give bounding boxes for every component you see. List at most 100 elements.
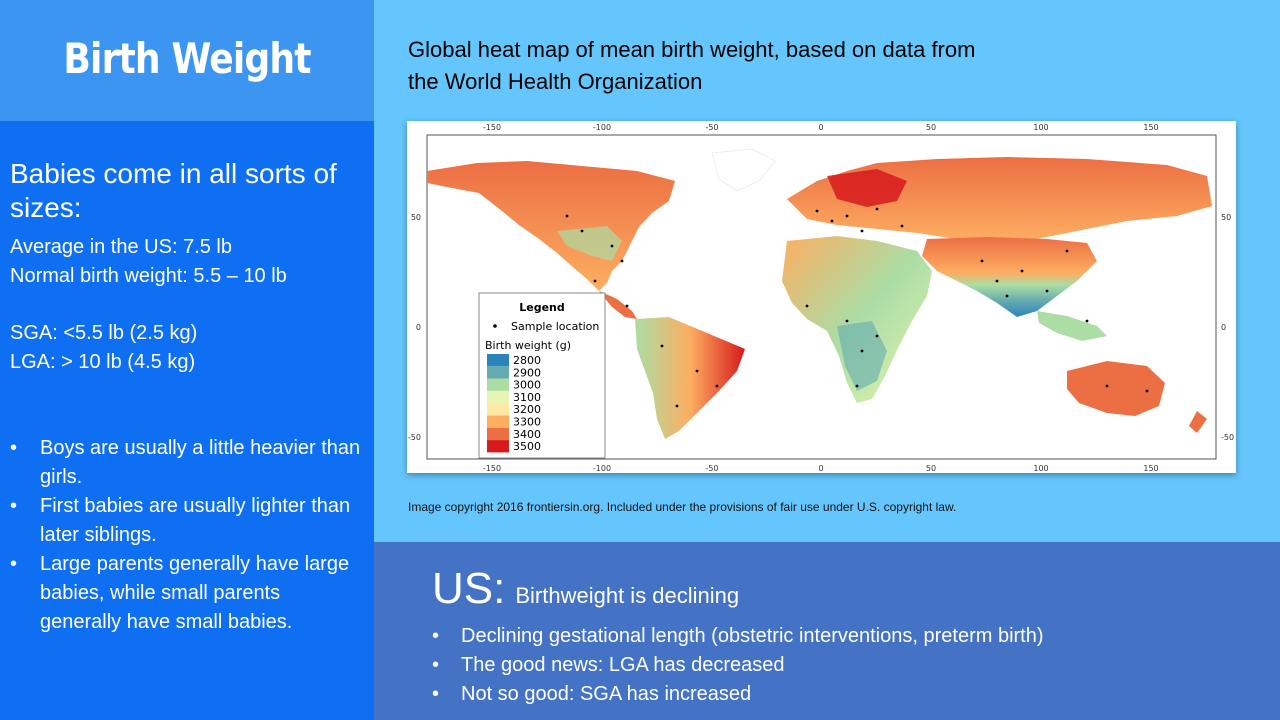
- x-axis-top: -150 -100 -50 0 50 100 150: [483, 123, 1159, 132]
- y-tick-label: 0: [1221, 323, 1226, 332]
- x-tick-label: 100: [1033, 464, 1048, 473]
- title-bar: Birth Weight: [0, 0, 374, 121]
- x-tick-label: -100: [593, 123, 611, 132]
- us-label: US:: [432, 564, 506, 613]
- y-tick-label: 50: [411, 213, 421, 222]
- x-tick-label: -150: [483, 464, 501, 473]
- sample-point: [830, 219, 834, 223]
- us-bullet-text: The good news: LGA has decreased: [461, 654, 785, 676]
- legend-swatch-label: 3500: [513, 440, 541, 453]
- sample-point: [593, 279, 597, 283]
- x-tick-label: -50: [705, 464, 718, 473]
- bullet-item: • Boys are usually a little heavier than …: [10, 434, 365, 492]
- bullet-icon: •: [10, 437, 18, 459]
- north-america-green-zone: [557, 226, 622, 261]
- fact-lga: LGA: > 10 lb (4.5 kg): [10, 351, 196, 373]
- legend-swatch: [487, 427, 509, 441]
- y-tick-label: -50: [408, 433, 421, 442]
- facts-block: Average in the US: 7.5 lb Normal birth w…: [10, 233, 287, 377]
- bullet-icon: •: [10, 553, 18, 575]
- fact-sga: SGA: <5.5 lb (2.5 kg): [10, 322, 198, 344]
- legend-sample-label: Sample location: [511, 320, 599, 333]
- sample-point: [1065, 249, 1069, 253]
- legend-swatch: [487, 354, 509, 367]
- x-tick-label: 50: [926, 464, 936, 473]
- legend-swatch: [487, 366, 509, 379]
- sample-point: [900, 224, 904, 228]
- x-tick-label: -50: [705, 123, 718, 132]
- legend-swatch-label: 2800: [513, 354, 541, 367]
- bullet-icon: •: [432, 683, 440, 705]
- sample-point: [715, 384, 719, 388]
- continents: [427, 148, 1212, 439]
- sample-point: [695, 369, 699, 373]
- us-heading: US: Birthweight is declining: [432, 564, 739, 614]
- fact-normal: Normal birth weight: 5.5 – 10 lb: [10, 265, 287, 287]
- y-axis-right: 50 0 -50: [1221, 213, 1234, 442]
- legend-swatch-label: 3100: [513, 391, 541, 404]
- bullet-text: Boys are usually a little heavier than g…: [40, 437, 361, 488]
- se-asia-islands-region: [1037, 311, 1107, 341]
- y-tick-label: -50: [1221, 433, 1234, 442]
- sample-point: [875, 207, 879, 211]
- australia-region: [1067, 361, 1165, 416]
- x-tick-label: 0: [818, 464, 823, 473]
- sample-point: [1105, 384, 1109, 388]
- sample-point: [580, 229, 584, 233]
- sample-point: [1020, 269, 1024, 273]
- sample-point: [995, 279, 999, 283]
- x-tick-label: 150: [1143, 123, 1158, 132]
- sample-point: [565, 214, 569, 218]
- legend-swatch: [487, 390, 509, 404]
- legend-swatch-label: 3200: [513, 403, 541, 416]
- legend-swatch-label: 3400: [513, 428, 541, 441]
- sample-point: [625, 304, 629, 308]
- x-tick-label: -100: [593, 464, 611, 473]
- x-tick-label: 100: [1033, 123, 1048, 132]
- x-tick-label: 150: [1143, 464, 1158, 473]
- us-bullet-text: Not so good: SGA has increased: [461, 683, 752, 705]
- sample-location-icon: [493, 324, 497, 328]
- x-axis-bottom: -150 -100 -50 0 50 100 150: [483, 464, 1159, 473]
- south-asia-region: [922, 237, 1097, 317]
- new-zealand-region: [1189, 411, 1207, 433]
- legend-title: Legend: [519, 301, 565, 314]
- legend-swatch-label: 2900: [513, 366, 541, 379]
- fact-average: Average in the US: 7.5 lb: [10, 236, 232, 258]
- left-panel: Babies come in all sorts of sizes: Avera…: [0, 121, 374, 720]
- sample-point: [1005, 294, 1009, 298]
- sample-point: [860, 349, 864, 353]
- x-tick-label: 50: [926, 123, 936, 132]
- scandinavia-region: [827, 169, 907, 207]
- bullet-list: • Boys are usually a little heavier than …: [10, 434, 365, 637]
- sample-point: [1145, 389, 1149, 393]
- heat-map-image: -150 -100 -50 0 50 100 150 -150 -100 -50…: [407, 121, 1236, 473]
- us-bullet-item: • The good news: LGA has decreased: [432, 651, 1044, 680]
- sample-point: [660, 344, 664, 348]
- legend-swatch: [487, 403, 509, 416]
- us-bullet-list: • Declining gestational length (obstetric…: [432, 622, 1044, 709]
- sample-point: [1085, 319, 1089, 323]
- central-america-region: [599, 291, 637, 319]
- sample-point: [1045, 289, 1049, 293]
- heat-map-svg: -150 -100 -50 0 50 100 150 -150 -100 -50…: [408, 123, 1234, 473]
- east-africa-blue-zone: [837, 321, 887, 391]
- map-legend: Legend Sample location Birth weight (g) …: [478, 292, 606, 459]
- x-tick-label: 0: [818, 123, 823, 132]
- intro-text: Babies come in all sorts of sizes:: [10, 158, 337, 223]
- sample-point: [875, 334, 879, 338]
- y-axis-left: 50 0 -50: [408, 213, 421, 442]
- south-america-region: [635, 317, 745, 439]
- y-tick-label: 0: [416, 323, 421, 332]
- legend-swatch-label: 3300: [513, 416, 541, 429]
- sample-point: [675, 404, 679, 408]
- legend-swatch: [487, 440, 509, 453]
- bullet-icon: •: [432, 625, 440, 647]
- bullet-text: First babies are usually lighter than la…: [40, 495, 351, 546]
- y-tick-label: 50: [1221, 213, 1231, 222]
- sample-point: [845, 214, 849, 218]
- sample-point: [805, 304, 809, 308]
- slide-title: Birth Weight: [63, 34, 311, 83]
- x-tick-label: -150: [483, 123, 501, 132]
